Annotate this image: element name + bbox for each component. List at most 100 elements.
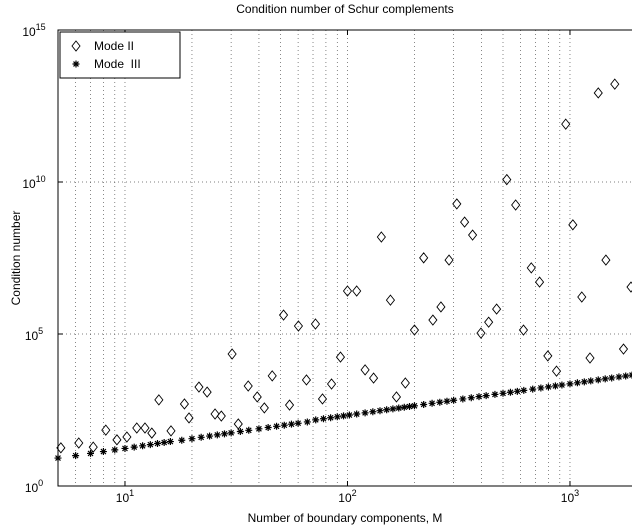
star-marker bbox=[513, 387, 521, 395]
star-marker bbox=[188, 435, 196, 443]
diamond-marker bbox=[88, 441, 98, 453]
legend-label: Mode II bbox=[94, 39, 134, 53]
star-marker bbox=[467, 394, 475, 402]
diamond-marker bbox=[511, 199, 521, 211]
star-marker bbox=[506, 388, 514, 396]
diamond-marker bbox=[243, 380, 253, 392]
star-marker bbox=[499, 389, 507, 397]
diamond-marker bbox=[101, 424, 111, 436]
star-marker bbox=[160, 438, 168, 446]
diamond-marker bbox=[460, 216, 470, 228]
star-marker bbox=[197, 433, 205, 441]
star-marker bbox=[287, 420, 295, 428]
legend-marker bbox=[71, 40, 81, 52]
star-marker bbox=[400, 403, 408, 411]
diamond-marker bbox=[526, 262, 536, 274]
star-marker bbox=[420, 400, 428, 408]
diamond-marker bbox=[216, 410, 226, 422]
star-marker bbox=[213, 431, 221, 439]
diamond-marker bbox=[626, 281, 632, 293]
diamond-marker bbox=[618, 343, 629, 355]
star-marker bbox=[551, 382, 559, 390]
diamond-marker bbox=[202, 386, 212, 398]
diamond-marker bbox=[166, 425, 176, 437]
x-axis-label: Number of boundary components, M bbox=[248, 511, 443, 525]
star-marker bbox=[376, 407, 384, 415]
legend-box bbox=[59, 31, 181, 79]
star-marker bbox=[383, 406, 391, 414]
star-marker bbox=[558, 381, 566, 389]
star-marker bbox=[395, 404, 403, 412]
star-marker bbox=[622, 372, 630, 380]
legend-marker bbox=[72, 60, 80, 68]
diamond-marker bbox=[419, 252, 429, 264]
star-marker bbox=[345, 411, 353, 419]
star-marker bbox=[178, 436, 186, 444]
star-marker bbox=[72, 452, 80, 460]
star-marker bbox=[139, 442, 147, 450]
diamond-marker bbox=[551, 365, 562, 377]
diamond-marker bbox=[194, 381, 204, 393]
star-marker bbox=[280, 421, 288, 429]
diamond-marker bbox=[492, 303, 502, 315]
diamond-marker bbox=[267, 370, 277, 382]
diamond-marker bbox=[184, 412, 194, 424]
star-marker bbox=[573, 379, 581, 387]
diamond-marker bbox=[610, 78, 620, 90]
star-marker bbox=[406, 403, 414, 411]
star-marker bbox=[340, 412, 348, 420]
plot-frame bbox=[57, 29, 632, 487]
star-marker bbox=[482, 392, 490, 400]
star-marker bbox=[227, 429, 235, 437]
star-marker bbox=[130, 443, 138, 451]
star-marker bbox=[580, 378, 588, 386]
diamond-marker bbox=[385, 294, 396, 306]
star-marker bbox=[255, 425, 263, 433]
star-marker bbox=[166, 438, 174, 446]
diamond-marker bbox=[476, 327, 486, 339]
y-tick-label: 100 bbox=[25, 478, 43, 495]
star-marker bbox=[587, 377, 595, 385]
diamond-marker bbox=[376, 231, 386, 243]
x-tick-label: 103 bbox=[561, 488, 579, 505]
y-tick-label: 1010 bbox=[22, 174, 45, 191]
y-tick-label: 105 bbox=[25, 326, 43, 343]
diamond-marker bbox=[335, 351, 346, 363]
star-marker bbox=[369, 408, 377, 416]
diamond-marker bbox=[227, 348, 237, 360]
diamond-marker bbox=[342, 285, 353, 297]
star-marker bbox=[319, 415, 327, 423]
diamond-marker bbox=[210, 408, 220, 420]
star-marker bbox=[303, 418, 311, 426]
diamond-marker bbox=[368, 372, 379, 384]
star-marker bbox=[520, 386, 528, 394]
star-marker bbox=[608, 374, 616, 382]
diamond-marker bbox=[278, 309, 289, 321]
star-marker bbox=[111, 446, 119, 454]
diamond-marker bbox=[352, 285, 362, 297]
diamond-marker bbox=[601, 254, 611, 266]
diamond-marker bbox=[468, 229, 478, 241]
star-marker bbox=[459, 395, 467, 403]
x-tick-label: 102 bbox=[338, 488, 356, 505]
diamond-marker bbox=[534, 276, 545, 288]
star-marker bbox=[153, 440, 161, 448]
diamond-marker bbox=[444, 254, 454, 266]
diamond-marker bbox=[317, 393, 328, 405]
star-marker bbox=[450, 396, 458, 404]
legend-label: Mode III bbox=[94, 57, 141, 71]
diamond-marker bbox=[140, 422, 150, 434]
star-marker bbox=[615, 373, 623, 381]
star-marker bbox=[537, 384, 545, 392]
star-marker bbox=[294, 419, 302, 427]
star-marker bbox=[220, 430, 228, 438]
diamond-marker bbox=[561, 118, 571, 130]
star-marker bbox=[206, 432, 214, 440]
diamond-marker bbox=[577, 291, 587, 303]
star-marker bbox=[54, 454, 62, 462]
diamond-marker bbox=[409, 324, 420, 336]
star-marker bbox=[436, 398, 444, 406]
diamond-marker bbox=[259, 402, 269, 414]
